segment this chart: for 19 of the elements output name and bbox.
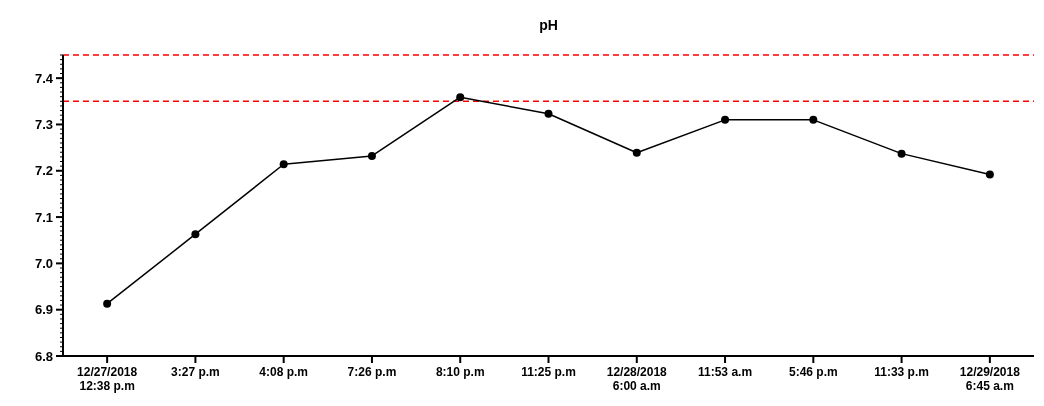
x-tick-label: 7:26 p.m: [347, 365, 397, 379]
x-tick-label: 11:25 p.m: [521, 365, 576, 379]
y-tick-label: 7.2: [34, 163, 53, 179]
y-tick-label: 7.4: [34, 70, 54, 86]
chart-title: pH: [539, 17, 558, 33]
x-tick-label: 3:27 p.m: [171, 365, 220, 379]
x-tick-label: 4:08 p.m: [259, 365, 309, 379]
y-tick-label: 6.9: [34, 302, 53, 318]
x-tick-label: 12/28/2018 6:00 a.m: [606, 365, 668, 393]
x-tick-label: 8:10 p.m: [435, 365, 485, 379]
x-tick-label: 11:53 a.m: [698, 365, 753, 379]
y-tick-label: 7.1: [34, 209, 53, 225]
x-tick-label: 12/27/2018 12:38 p.m: [77, 365, 138, 393]
y-tick-label: 7.0: [34, 255, 53, 271]
x-tick-label: 11:33 p.m: [874, 365, 929, 379]
y-tick-label: 6.8: [34, 348, 53, 364]
x-tick-label: 5:46 p.m: [788, 365, 838, 379]
y-tick-label: 7.3: [34, 117, 53, 133]
x-tick-label: 12/29/2018 6:45 a.m: [959, 365, 1021, 393]
